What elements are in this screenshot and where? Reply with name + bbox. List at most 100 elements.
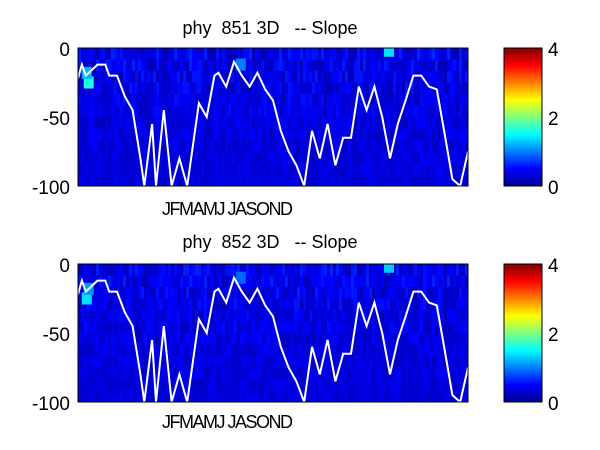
heatmap-cell — [420, 367, 424, 380]
heatmap-cell — [204, 367, 208, 380]
heatmap-cell — [189, 310, 193, 323]
heatmap-cell — [201, 59, 205, 72]
heatmap-cell — [114, 310, 118, 323]
heatmap-cell — [144, 333, 148, 346]
heatmap-cell — [315, 151, 319, 164]
heatmap-cell — [297, 264, 301, 277]
heatmap-cell — [312, 321, 316, 334]
heatmap-cell — [384, 71, 388, 84]
heatmap-cell — [192, 105, 196, 118]
heatmap-cell — [306, 117, 310, 130]
heatmap-cell — [171, 71, 175, 84]
heatmap-cell — [210, 94, 214, 107]
heatmap-cell — [264, 390, 268, 402]
heatmap-cell — [132, 82, 136, 95]
heatmap-cell — [282, 275, 286, 288]
heatmap-cell — [318, 163, 322, 176]
heatmap-cell — [465, 174, 468, 186]
heatmap-cell — [150, 140, 154, 153]
heatmap-cell — [129, 140, 133, 153]
heatmap-cell — [375, 275, 379, 288]
heatmap-cell — [465, 163, 468, 176]
heatmap-cell — [243, 379, 247, 392]
heatmap-cell — [345, 140, 349, 153]
heatmap-cell — [84, 321, 88, 334]
heatmap-cell — [114, 321, 118, 334]
heatmap-cell — [192, 59, 196, 72]
heatmap-cell — [204, 333, 208, 346]
heatmap-cell — [162, 356, 166, 369]
heatmap-cell — [219, 174, 223, 186]
heatmap-cell — [222, 94, 226, 107]
heatmap-cell — [150, 333, 154, 346]
heatmap-cell — [93, 367, 97, 380]
heatmap-cell — [147, 287, 151, 300]
heatmap-cell — [324, 151, 328, 164]
heatmap-cell — [99, 287, 103, 300]
heatmap-cell — [306, 140, 310, 153]
heatmap-cell — [78, 82, 82, 95]
heatmap-cell — [330, 310, 334, 323]
heatmap-cell — [387, 379, 391, 392]
heatmap-cell — [156, 310, 160, 323]
heatmap-cell — [399, 71, 403, 84]
heatmap-cell — [249, 275, 253, 288]
heatmap-cell — [360, 344, 364, 357]
heatmap-cell — [450, 367, 454, 380]
heatmap-cell — [357, 367, 361, 380]
heatmap-cell — [336, 264, 340, 277]
heatmap-cell — [270, 390, 274, 402]
heatmap-cell — [165, 390, 169, 402]
heatmap-cell — [276, 128, 280, 141]
heatmap-cell — [387, 356, 391, 369]
heatmap-cell — [186, 59, 190, 72]
heatmap-cell — [234, 174, 238, 186]
heatmap-cell — [228, 94, 232, 107]
heatmap-cell — [435, 379, 439, 392]
heatmap-cell — [420, 356, 424, 369]
heatmap-cell — [318, 390, 322, 402]
heatmap-cell — [126, 367, 130, 380]
heatmap-cell — [426, 140, 430, 153]
heatmap-cell — [243, 344, 247, 357]
heatmap-cell — [357, 71, 361, 84]
heatmap-cell — [315, 174, 319, 186]
heatmap-cell — [99, 105, 103, 118]
heatmap-cell — [270, 275, 274, 288]
heatmap-cell — [105, 82, 109, 95]
heatmap-hotspot-3 — [384, 264, 394, 273]
heatmap-cell — [99, 344, 103, 357]
heatmap-cell — [291, 356, 295, 369]
heatmap-cell — [420, 105, 424, 118]
heatmap-cell — [159, 275, 163, 288]
heatmap-cell — [405, 174, 409, 186]
heatmap-cell — [207, 310, 211, 323]
heatmap-cell — [96, 105, 100, 118]
heatmap-cell — [429, 367, 433, 380]
heatmap-cell — [396, 94, 400, 107]
heatmap-cell — [363, 344, 367, 357]
heatmap-cell — [174, 264, 178, 277]
heatmap-cell — [174, 367, 178, 380]
heatmap-cell — [195, 264, 199, 277]
heatmap-cell — [171, 321, 175, 334]
heatmap-cell — [120, 321, 124, 334]
heatmap-cell — [201, 287, 205, 300]
heatmap-cell — [429, 356, 433, 369]
heatmap-cell — [339, 367, 343, 380]
heatmap-cell — [111, 105, 115, 118]
heatmap-cell — [153, 82, 157, 95]
heatmap-cell — [339, 379, 343, 392]
heatmap-cell — [279, 59, 283, 72]
heatmap-cell — [408, 105, 412, 118]
heatmap-cell — [399, 140, 403, 153]
heatmap-cell — [138, 59, 142, 72]
heatmap-cell — [174, 71, 178, 84]
heatmap-cell — [168, 356, 172, 369]
heatmap-cell — [396, 344, 400, 357]
heatmap-cell — [354, 117, 358, 130]
heatmap-cell — [222, 105, 226, 118]
heatmap-cell — [381, 151, 385, 164]
heatmap-cell — [204, 298, 208, 311]
heatmap-cell — [384, 174, 388, 186]
